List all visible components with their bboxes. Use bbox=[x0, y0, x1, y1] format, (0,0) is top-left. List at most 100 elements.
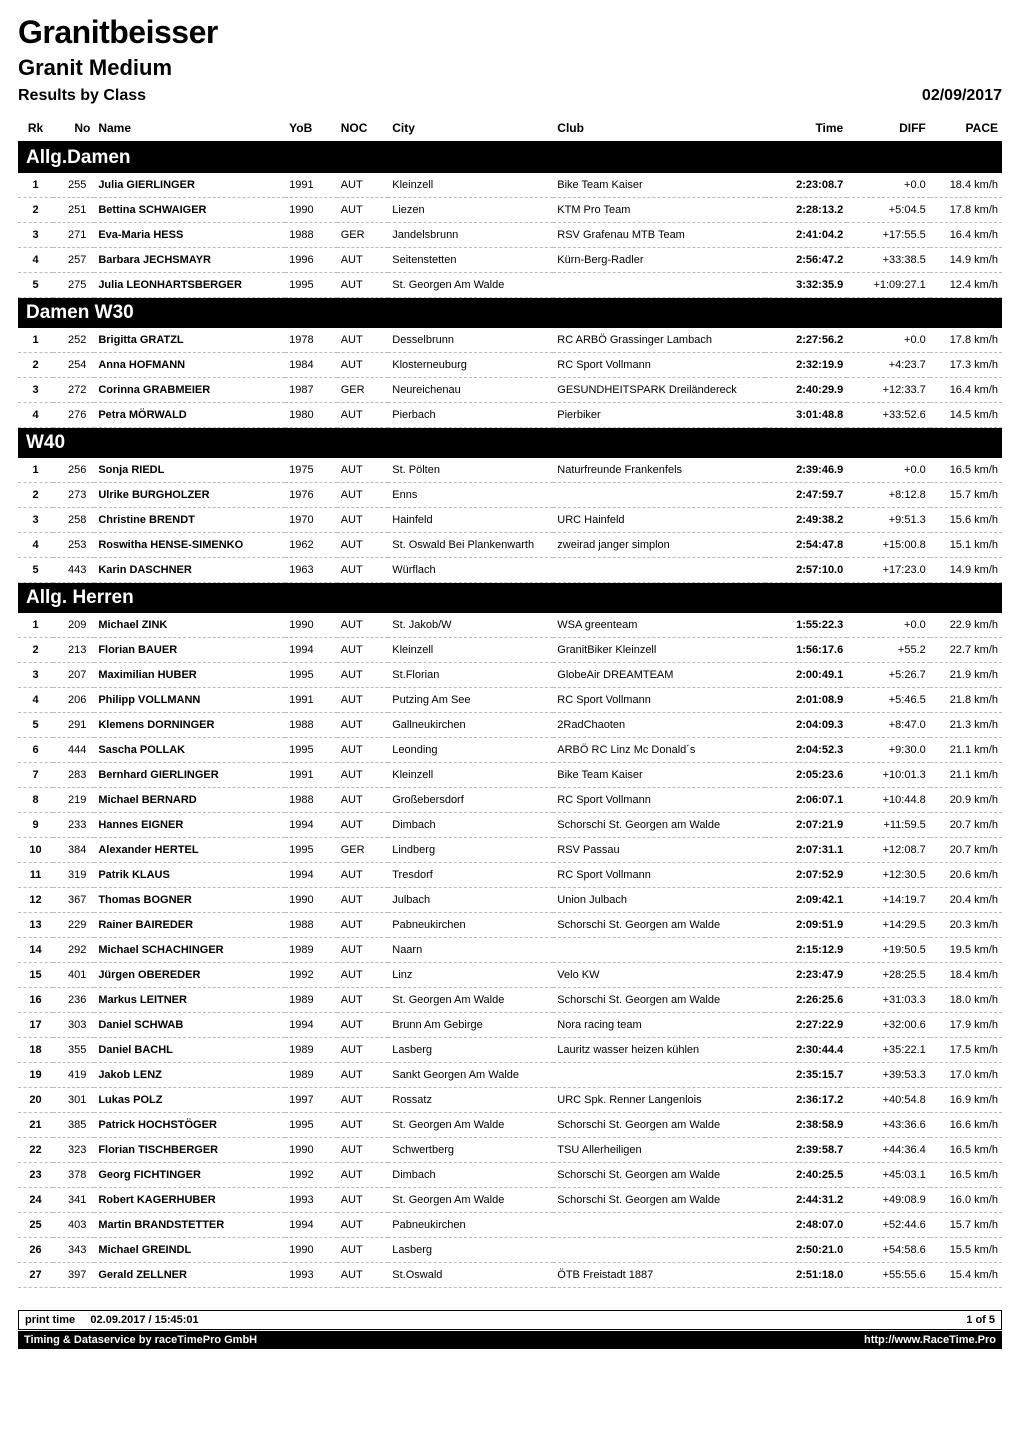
cell-rk: 4 bbox=[18, 248, 53, 273]
cell-rk: 4 bbox=[18, 403, 53, 428]
cell-name: Markus LEITNER bbox=[94, 988, 285, 1013]
cell-yob: 1988 bbox=[285, 788, 337, 813]
cell-time: 2:05:23.6 bbox=[765, 763, 848, 788]
table-row: 3258Christine BRENDT1970AUTHainfeldURC H… bbox=[18, 508, 1002, 533]
cell-rk: 7 bbox=[18, 763, 53, 788]
cell-pace: 17.9 km/h bbox=[930, 1013, 1002, 1038]
cell-rk: 24 bbox=[18, 1188, 53, 1213]
section-header: W40 bbox=[18, 428, 1002, 459]
section-title: W40 bbox=[18, 428, 1002, 459]
cell-yob: 1993 bbox=[285, 1188, 337, 1213]
cell-yob: 1989 bbox=[285, 988, 337, 1013]
cell-name: Maximilian HUBER bbox=[94, 663, 285, 688]
cell-yob: 1994 bbox=[285, 813, 337, 838]
cell-no: 251 bbox=[53, 198, 94, 223]
cell-city: Lindberg bbox=[388, 838, 553, 863]
cell-city: Jandelsbrunn bbox=[388, 223, 553, 248]
cell-rk: 14 bbox=[18, 938, 53, 963]
cell-no: 397 bbox=[53, 1263, 94, 1288]
cell-pace: 22.7 km/h bbox=[930, 638, 1002, 663]
cell-diff: +9:30.0 bbox=[847, 738, 930, 763]
table-row: 8219Michael BERNARD1988AUTGroßebersdorfR… bbox=[18, 788, 1002, 813]
cell-yob: 1995 bbox=[285, 738, 337, 763]
cell-pace: 17.0 km/h bbox=[930, 1063, 1002, 1088]
table-row: 9233Hannes EIGNER1994AUTDimbachSchorschi… bbox=[18, 813, 1002, 838]
cell-club bbox=[553, 1238, 764, 1263]
cell-noc: AUT bbox=[337, 1163, 389, 1188]
cell-pace: 17.3 km/h bbox=[930, 353, 1002, 378]
cell-time: 2:38:58.9 bbox=[765, 1113, 848, 1138]
col-pace: PACE bbox=[930, 117, 1002, 142]
cell-no: 355 bbox=[53, 1038, 94, 1063]
cell-city: St. Jakob/W bbox=[388, 613, 553, 638]
cell-time: 2:28:13.2 bbox=[765, 198, 848, 223]
table-row: 26343Michael GREINDL1990AUTLasberg2:50:2… bbox=[18, 1238, 1002, 1263]
cell-no: 343 bbox=[53, 1238, 94, 1263]
cell-pace: 17.8 km/h bbox=[930, 198, 1002, 223]
cell-name: Alexander HERTEL bbox=[94, 838, 285, 863]
cell-club: Schorschi St. Georgen am Walde bbox=[553, 913, 764, 938]
cell-rk: 5 bbox=[18, 713, 53, 738]
cell-club: RC Sport Vollmann bbox=[553, 863, 764, 888]
timing-url: http://www.RaceTime.Pro bbox=[864, 1334, 996, 1346]
cell-pace: 18.0 km/h bbox=[930, 988, 1002, 1013]
cell-yob: 1991 bbox=[285, 173, 337, 198]
cell-rk: 3 bbox=[18, 378, 53, 403]
col-yob: YoB bbox=[285, 117, 337, 142]
cell-yob: 1993 bbox=[285, 1263, 337, 1288]
cell-time: 2:23:08.7 bbox=[765, 173, 848, 198]
cell-yob: 1990 bbox=[285, 1238, 337, 1263]
cell-club: RSV Grafenau MTB Team bbox=[553, 223, 764, 248]
cell-rk: 8 bbox=[18, 788, 53, 813]
cell-no: 229 bbox=[53, 913, 94, 938]
cell-rk: 2 bbox=[18, 353, 53, 378]
table-row: 11319Patrik KLAUS1994AUTTresdorfRC Sport… bbox=[18, 863, 1002, 888]
footer-bottom: Timing & Dataservice by raceTimePro GmbH… bbox=[18, 1331, 1002, 1349]
table-row: 12367Thomas BOGNER1990AUTJulbachUnion Ju… bbox=[18, 888, 1002, 913]
cell-club: TSU Allerheiligen bbox=[553, 1138, 764, 1163]
cell-noc: AUT bbox=[337, 1138, 389, 1163]
cell-yob: 1990 bbox=[285, 1138, 337, 1163]
col-rk: Rk bbox=[18, 117, 53, 142]
cell-city: St. Pölten bbox=[388, 458, 553, 483]
cell-yob: 1992 bbox=[285, 963, 337, 988]
cell-rk: 1 bbox=[18, 328, 53, 353]
cell-rk: 13 bbox=[18, 913, 53, 938]
cell-pace: 18.4 km/h bbox=[930, 963, 1002, 988]
cell-pace: 15.4 km/h bbox=[930, 1263, 1002, 1288]
cell-diff: +0.0 bbox=[847, 458, 930, 483]
results-table: Rk No Name YoB NOC City Club Time DIFF P… bbox=[18, 117, 1002, 1288]
cell-diff: +14:19.7 bbox=[847, 888, 930, 913]
cell-noc: AUT bbox=[337, 688, 389, 713]
cell-club: Pierbiker bbox=[553, 403, 764, 428]
cell-club: Naturfreunde Frankenfels bbox=[553, 458, 764, 483]
table-row: 16236Markus LEITNER1989AUTSt. Georgen Am… bbox=[18, 988, 1002, 1013]
cell-no: 209 bbox=[53, 613, 94, 638]
table-row: 19419Jakob LENZ1989AUTSankt Georgen Am W… bbox=[18, 1063, 1002, 1088]
cell-club: Schorschi St. Georgen am Walde bbox=[553, 813, 764, 838]
cell-name: Petra MÖRWALD bbox=[94, 403, 285, 428]
cell-diff: +17:55.5 bbox=[847, 223, 930, 248]
cell-pace: 15.5 km/h bbox=[930, 1238, 1002, 1263]
cell-rk: 9 bbox=[18, 813, 53, 838]
cell-name: Corinna GRABMEIER bbox=[94, 378, 285, 403]
cell-club: Nora racing team bbox=[553, 1013, 764, 1038]
table-head: Rk No Name YoB NOC City Club Time DIFF P… bbox=[18, 117, 1002, 142]
cell-no: 257 bbox=[53, 248, 94, 273]
table-row: 2273Ulrike BURGHOLZER1976AUTEnns2:47:59.… bbox=[18, 483, 1002, 508]
cell-city: Lasberg bbox=[388, 1238, 553, 1263]
cell-name: Lukas POLZ bbox=[94, 1088, 285, 1113]
page-footer: print time 02.09.2017 / 15:45:01 1 of 5 … bbox=[18, 1310, 1002, 1349]
cell-rk: 3 bbox=[18, 508, 53, 533]
table-row: 2213Florian BAUER1994AUTKleinzellGranitB… bbox=[18, 638, 1002, 663]
cell-club: Schorschi St. Georgen am Walde bbox=[553, 1188, 764, 1213]
cell-club: 2RadChaoten bbox=[553, 713, 764, 738]
cell-noc: AUT bbox=[337, 248, 389, 273]
cell-club: Lauritz wasser heizen kühlen bbox=[553, 1038, 764, 1063]
cell-city: Tresdorf bbox=[388, 863, 553, 888]
cell-yob: 1975 bbox=[285, 458, 337, 483]
cell-pace: 20.4 km/h bbox=[930, 888, 1002, 913]
cell-diff: +15:00.8 bbox=[847, 533, 930, 558]
col-diff: DIFF bbox=[847, 117, 930, 142]
cell-noc: AUT bbox=[337, 1113, 389, 1138]
